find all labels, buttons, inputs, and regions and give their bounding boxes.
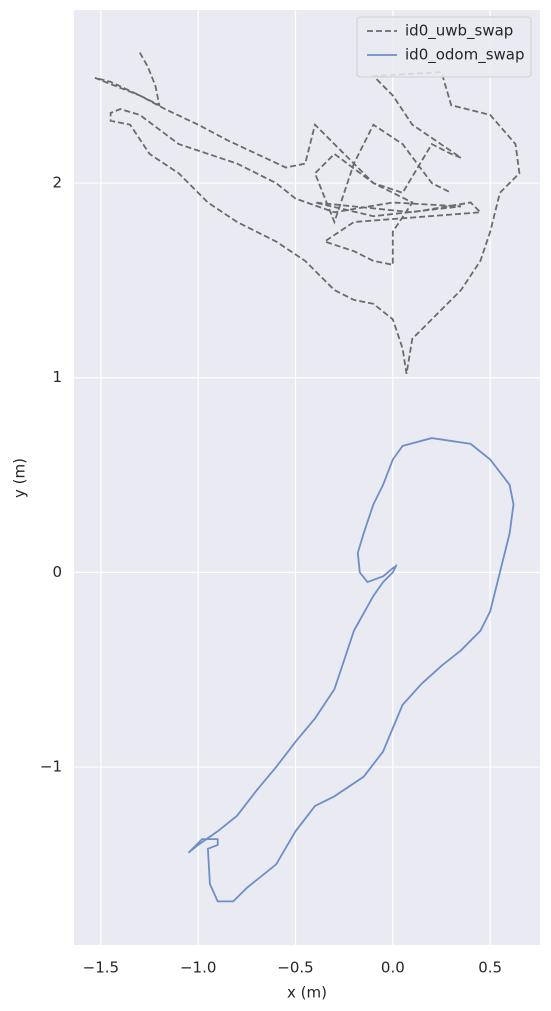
x-tick-label: −1.5 [83, 959, 119, 977]
plot-area [74, 10, 540, 945]
x-tick-label: 0.5 [478, 959, 502, 977]
y-tick-label: 2 [52, 174, 62, 192]
x-axis-label: x (m) [287, 984, 327, 1002]
legend-label: id0_uwb_swap [405, 22, 513, 41]
x-tick-label: 0.0 [381, 959, 405, 977]
legend-box [356, 16, 532, 78]
trajectory-line [94, 52, 521, 374]
trajectory-line [187, 437, 515, 903]
x-tick-label: −1.0 [180, 959, 216, 977]
legend-label: id0_odom_swap [405, 46, 525, 65]
y-tick-label: 0 [52, 563, 62, 581]
y-axis-label: y (m) [11, 458, 29, 498]
y-tick-label: −1 [40, 758, 62, 776]
y-tick-label: 1 [52, 368, 62, 386]
x-tick-label: −0.5 [277, 959, 313, 977]
